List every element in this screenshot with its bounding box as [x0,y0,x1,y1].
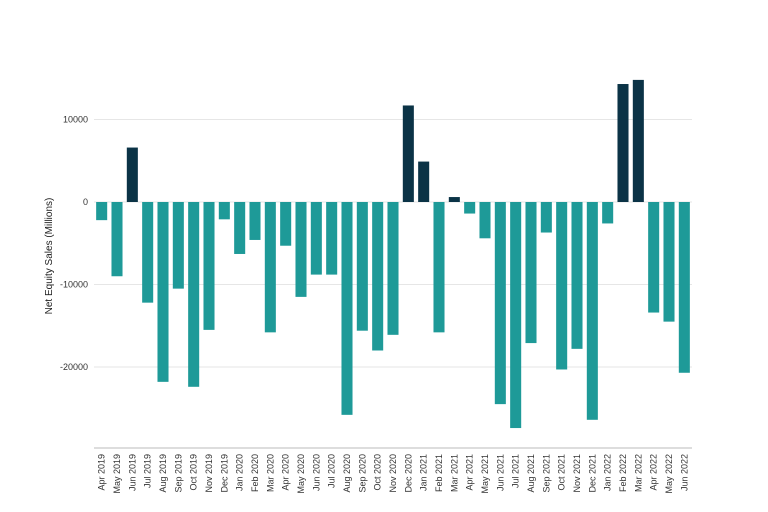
x-tick-label: Dec 2021 [587,454,597,493]
bar-aug-2019 [157,202,169,382]
x-tick-label: Jun 2019 [127,454,137,491]
bar-jun-2020 [310,202,322,275]
x-tick-label: Jan 2022 [603,454,613,491]
x-tick-label: Jun 2020 [311,454,321,491]
y-tick-label: 0 [83,197,88,207]
y-tick-label: -20000 [60,362,88,372]
bar-aug-2020 [341,202,353,415]
bar-apr-2019 [96,202,108,221]
bar-jul-2021 [510,202,522,429]
x-tick-label: Jan 2020 [235,454,245,491]
bar-apr-2022 [648,202,660,313]
x-tick-label: Apr 2021 [465,454,475,491]
tick-labels: -20000 -10000 0 10000 Apr 2019 May 2019 Jun 20… [60,115,689,494]
x-tick-label: May 2019 [112,454,122,494]
bar-jan-2022 [602,202,614,224]
bar-dec-2020 [402,105,414,202]
x-tick-label: Feb 2022 [618,454,628,492]
x-tick-label: Oct 2019 [189,454,199,491]
y-axis-title: Net Equity Sales (Millions) [44,198,55,315]
x-tick-label: Jun 2022 [679,454,689,491]
x-tick-label: Aug 2020 [342,454,352,493]
bar-feb-2020 [249,202,261,240]
bar-apr-2021 [464,202,476,214]
bars [96,79,690,429]
x-tick-label: Feb 2021 [434,454,444,492]
x-tick-label: Feb 2020 [250,454,260,492]
y-tick-label: 10000 [63,115,88,125]
x-tick-label: Jul 2021 [511,454,521,488]
bar-oct-2019 [188,202,200,387]
bar-sep-2020 [356,202,368,331]
x-tick-label: Jun 2021 [495,454,505,491]
x-tick-label: Apr 2020 [281,454,291,491]
bar-feb-2021 [433,202,445,333]
x-tick-label: Dec 2020 [403,454,413,493]
x-tick-label: May 2021 [480,454,490,494]
x-tick-label: Jan 2021 [419,454,429,491]
x-tick-label: Sep 2019 [173,454,183,493]
bar-apr-2020 [280,202,292,246]
bar-jun-2021 [494,202,506,405]
bar-jan-2021 [418,161,430,202]
x-tick-label: May 2022 [664,454,674,494]
bar-jan-2020 [234,202,246,254]
x-tick-label: Oct 2020 [373,454,383,491]
bar-feb-2022 [617,84,629,202]
bar-dec-2021 [586,202,598,420]
bar-may-2022 [663,202,675,322]
x-tick-label: Nov 2021 [572,454,582,493]
bar-nov-2019 [203,202,215,330]
bar-jun-2019 [126,147,138,202]
bar-mar-2020 [264,202,276,333]
bar-nov-2021 [571,202,583,349]
bar-dec-2019 [218,202,230,220]
bar-may-2019 [111,202,123,277]
x-tick-label: Oct 2021 [557,454,567,491]
x-tick-label: Mar 2022 [633,454,643,492]
x-tick-label: Aug 2021 [526,454,536,493]
y-tick-label: -10000 [60,280,88,290]
x-tick-label: Sep 2020 [357,454,367,493]
x-tick-label: Nov 2019 [204,454,214,493]
bar-oct-2020 [372,202,384,351]
x-tick-label: Mar 2021 [449,454,459,492]
bar-mar-2022 [632,79,644,202]
bar-nov-2020 [387,202,399,335]
bar-sep-2021 [540,202,552,233]
x-tick-label: Jul 2020 [327,454,337,488]
bar-may-2020 [295,202,307,297]
bar-jun-2022 [678,202,690,373]
x-tick-label: Apr 2022 [649,454,659,491]
x-tick-label: Jul 2019 [143,454,153,488]
x-tick-label: May 2020 [296,454,306,494]
bar-jul-2019 [142,202,154,303]
bar-jul-2020 [326,202,338,275]
bar-mar-2021 [448,197,460,202]
bar-oct-2021 [556,202,568,370]
x-tick-label: Mar 2020 [265,454,275,492]
x-tick-label: Apr 2019 [97,454,107,491]
bar-may-2021 [479,202,491,239]
x-tick-label: Sep 2021 [541,454,551,493]
bar-aug-2021 [525,202,537,344]
x-tick-label: Dec 2019 [219,454,229,493]
x-tick-label: Nov 2020 [388,454,398,493]
x-tick-label: Aug 2019 [158,454,168,493]
bar-sep-2019 [172,202,184,289]
